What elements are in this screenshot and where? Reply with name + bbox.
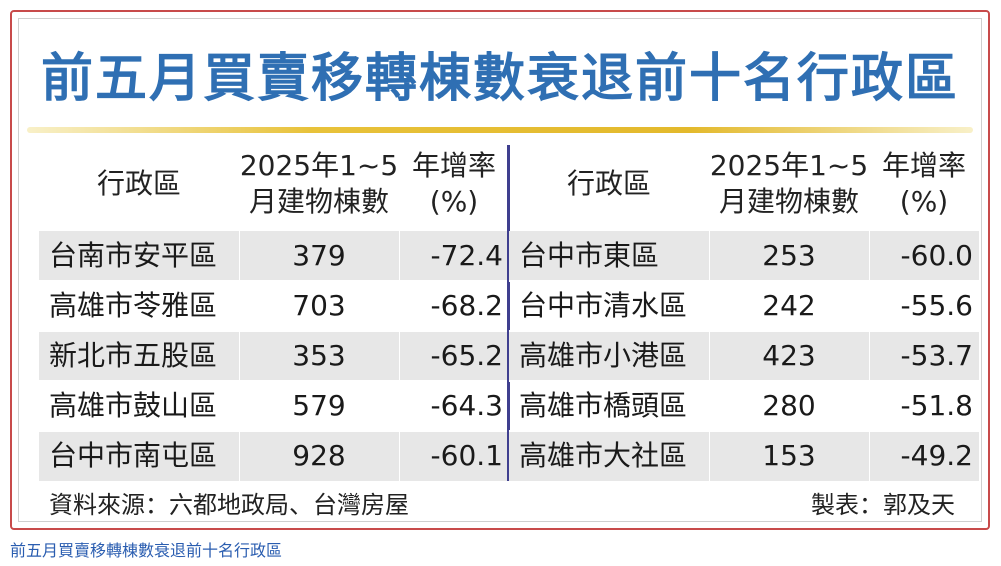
rate-cell: -53.7 <box>900 339 973 372</box>
header-rate-line2: (%) <box>429 185 479 218</box>
district-cell: 高雄市苓雅區 <box>49 289 218 322</box>
image-caption: 前五月買賣移轉棟數衰退前十名行政區 <box>10 541 283 560</box>
table-row: 高雄市鼓山區 579 -64.3 <box>39 381 509 431</box>
table-row: 台南市安平區 379 -72.4 <box>39 231 509 281</box>
rate-cell: -60.0 <box>900 239 973 272</box>
table-row: 高雄市橋頭區 280 -51.8 <box>509 381 979 431</box>
table-right-half: 行政區 2025年1~5 月建物棟數 年增率 (%) 台中市東區 253 -60… <box>509 137 979 481</box>
table-row: 新北市五股區 353 -65.2 <box>39 331 509 381</box>
source-credit: 資料來源：六都地政局、台灣房屋 <box>49 491 409 519</box>
title-underline <box>27 127 973 133</box>
district-cell: 高雄市大社區 <box>519 439 688 472</box>
header-count-left: 2025年1~5 月建物棟數 <box>239 137 399 231</box>
center-divider <box>507 145 510 481</box>
rate-cell: -49.2 <box>900 439 973 472</box>
header-district-label: 行政區 <box>566 167 651 200</box>
infographic-frame: 前五月買賣移轉棟數衰退前十名行政區 行政區 2025年1~5 月建物棟數 年增率… <box>10 10 990 530</box>
column-separator <box>239 137 240 481</box>
rate-cell: -55.6 <box>900 289 973 322</box>
district-cell: 高雄市橋頭區 <box>519 389 688 422</box>
table-left-half: 行政區 2025年1~5 月建物棟數 年增率 (%) 台南市安平區 379 -7… <box>39 137 509 481</box>
table-row: 台中市東區 253 -60.0 <box>509 231 979 281</box>
header-rate-line1: 年增率 <box>881 149 966 182</box>
header-rate-line1: 年增率 <box>411 149 496 182</box>
header-count-line1: 2025年1~5 <box>239 149 399 182</box>
table-row: 台中市南屯區 928 -60.1 <box>39 431 509 481</box>
column-separator <box>399 137 400 481</box>
district-cell: 台南市安平區 <box>49 239 218 272</box>
rate-cell: -68.2 <box>430 289 503 322</box>
district-cell: 高雄市鼓山區 <box>49 389 218 422</box>
header-district-right: 行政區 <box>509 137 709 231</box>
rate-cell: -51.8 <box>900 389 973 422</box>
row-separator <box>509 430 979 432</box>
rate-cell: -64.3 <box>430 389 503 422</box>
row-separator <box>39 280 509 282</box>
table-row: 台中市清水區 242 -55.6 <box>509 281 979 331</box>
infographic-title: 前五月買賣移轉棟數衰退前十名行政區 <box>40 49 959 109</box>
district-cell: 台中市東區 <box>519 239 660 272</box>
header-rate-left: 年增率 (%) <box>399 137 509 231</box>
row-separator <box>39 380 509 382</box>
table-row: 高雄市小港區 423 -53.7 <box>509 331 979 381</box>
header-count-line2: 月建物棟數 <box>718 185 859 218</box>
count-cell: 242 <box>762 289 816 322</box>
header-count-right: 2025年1~5 月建物棟數 <box>709 137 869 231</box>
count-cell: 579 <box>292 389 346 422</box>
count-cell: 379 <box>292 239 346 272</box>
table-row: 高雄市大社區 153 -49.2 <box>509 431 979 481</box>
header-count-line1: 2025年1~5 <box>709 149 869 182</box>
header-district-label: 行政區 <box>96 167 181 200</box>
table-row: 高雄市苓雅區 703 -68.2 <box>39 281 509 331</box>
district-cell: 台中市清水區 <box>519 289 688 322</box>
district-cell: 台中市南屯區 <box>49 439 218 472</box>
row-separator <box>509 280 979 282</box>
row-separator <box>509 330 979 332</box>
row-separator <box>509 380 979 382</box>
header-district-left: 行政區 <box>39 137 239 231</box>
infographic-panel: 前五月買賣移轉棟數衰退前十名行政區 行政區 2025年1~5 月建物棟數 年增率… <box>18 18 982 522</box>
rate-cell: -60.1 <box>430 439 503 472</box>
maker-credit: 製表：郭及天 <box>811 491 955 519</box>
district-cell: 新北市五股區 <box>49 339 218 372</box>
district-table: 行政區 2025年1~5 月建物棟數 年增率 (%) 台南市安平區 379 -7… <box>39 137 979 481</box>
row-separator <box>39 330 509 332</box>
count-cell: 703 <box>292 289 346 322</box>
header-rate-right: 年增率 (%) <box>869 137 979 231</box>
count-cell: 353 <box>292 339 346 372</box>
rate-cell: -65.2 <box>430 339 503 372</box>
count-cell: 928 <box>292 439 346 472</box>
district-cell: 高雄市小港區 <box>519 339 688 372</box>
header-rate-line2: (%) <box>899 185 949 218</box>
column-separator <box>709 137 710 481</box>
row-separator <box>39 430 509 432</box>
rate-cell: -72.4 <box>430 239 503 272</box>
count-cell: 280 <box>762 389 816 422</box>
count-cell: 423 <box>762 339 816 372</box>
count-cell: 253 <box>762 239 816 272</box>
count-cell: 153 <box>762 439 816 472</box>
infographic-footer: 資料來源：六都地政局、台灣房屋 製表：郭及天 <box>41 485 959 525</box>
column-separator <box>869 137 870 481</box>
header-count-line2: 月建物棟數 <box>248 185 389 218</box>
